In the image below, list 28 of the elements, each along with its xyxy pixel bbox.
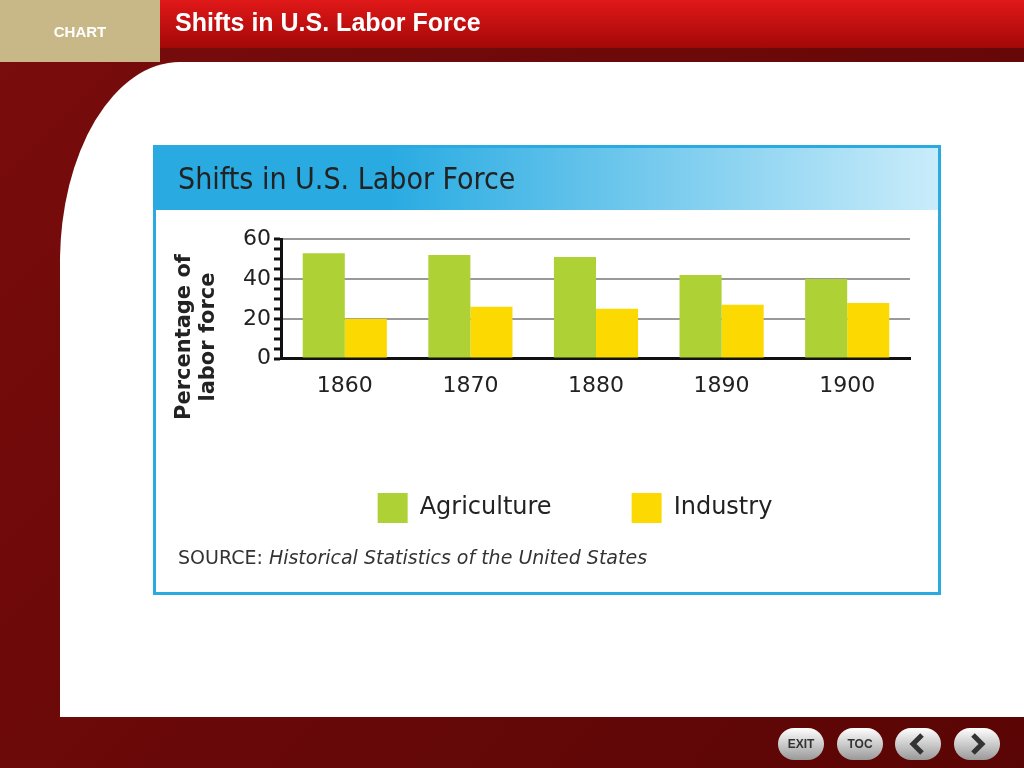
legend-label: Industry xyxy=(673,492,773,521)
bar xyxy=(553,257,596,358)
y-tick-label: 40 xyxy=(242,264,271,290)
bar xyxy=(847,302,890,358)
text: TOC xyxy=(837,728,883,760)
text: CHART xyxy=(0,0,160,62)
x-tick-label: 1890 xyxy=(693,371,750,397)
x-tick-label: 1900 xyxy=(819,371,876,397)
chart-subtitle: Shifts in U.S. Labor Force xyxy=(156,148,938,210)
chart-title: Shifts in U.S. Labor Force xyxy=(175,8,481,37)
bar xyxy=(344,318,387,358)
text: EXIT xyxy=(778,728,824,760)
bar xyxy=(805,279,848,358)
x-tick-label: 1860 xyxy=(316,371,373,397)
x-tick-label: 1880 xyxy=(568,371,624,397)
bar xyxy=(596,308,639,358)
bar xyxy=(679,275,722,358)
source-note: SOURCE: Historical Statistics of the United States xyxy=(178,546,648,568)
bar xyxy=(428,255,471,358)
x-tick-label: 1870 xyxy=(442,371,499,397)
bar xyxy=(721,304,764,358)
y-axis-title: Percentage of labor force xyxy=(171,253,219,422)
legend-label: Agriculture xyxy=(419,492,552,521)
y-tick-label: 0 xyxy=(256,344,271,370)
bar xyxy=(470,306,513,358)
bar xyxy=(302,253,345,358)
y-tick-label: 20 xyxy=(242,304,271,330)
y-tick-label: 60 xyxy=(242,224,271,250)
